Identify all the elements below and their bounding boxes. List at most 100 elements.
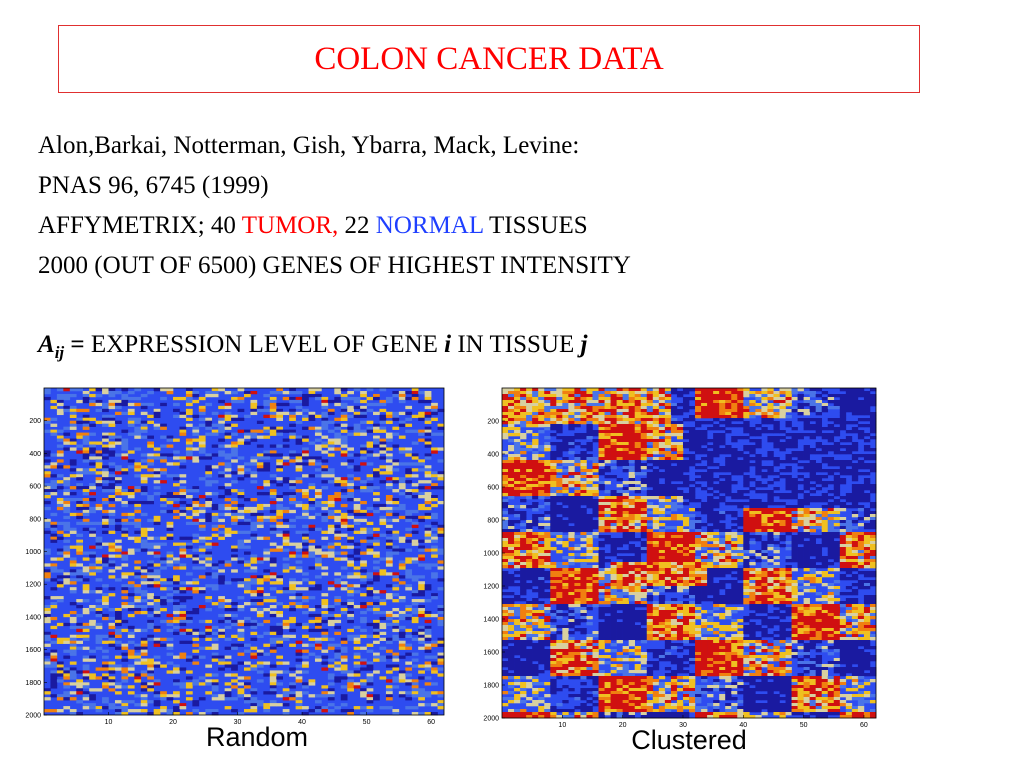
heatmap-cell [379,465,387,469]
heatmap-cell [749,445,756,449]
heatmap-cell [658,487,666,491]
heatmap-cell [114,607,122,612]
heatmap-cell [701,436,708,440]
heatmap-cell [803,478,810,482]
heatmap-cell [153,664,161,668]
heatmap-cell [658,403,666,407]
heatmap-cell [69,697,77,701]
heatmap-cell [755,505,762,509]
heatmap-cell [360,661,367,665]
heatmap-cell [743,508,750,512]
heatmap-cell [568,406,575,410]
heatmap-cell [69,411,77,416]
heatmap-cell [76,503,84,508]
heatmap-cell [185,685,193,689]
eq-i: i [444,331,452,358]
heatmap-cell [373,697,380,701]
heatmap-cell [314,557,322,561]
heatmap-cell [592,391,599,395]
heatmap-cell [398,477,406,481]
heatmap-cell [211,685,219,689]
heatmap-cell [302,456,309,460]
heatmap-cell [140,610,148,615]
heatmap-cell [562,457,569,461]
heatmap-cell [340,414,348,419]
heatmap-cell [89,447,96,451]
heatmap-cell [134,518,142,523]
heatmap-cell [610,415,617,419]
eq-equals: = [64,331,91,358]
heatmap-cell [327,441,335,445]
heatmap-cell [50,536,58,540]
heatmap-cell [250,622,258,627]
heatmap-cell [160,619,167,624]
heatmap-cell [69,682,77,686]
heatmap-cell [373,655,380,659]
heatmap-cell [102,640,109,644]
heatmap-cell [56,396,64,401]
heatmap-cell [604,481,611,485]
heatmap-cell [821,460,829,464]
heatmap-cell [520,388,527,392]
heatmap-cell [308,417,316,421]
heatmap-cell [526,388,533,392]
heatmap-cell [140,628,148,633]
heatmap-cell [532,406,539,410]
heatmap-cell [166,622,174,627]
heatmap-cell [231,509,238,514]
y-tick-label: 1000 [25,549,41,556]
heatmap-cell [134,587,142,591]
heatmap-cell [321,515,329,520]
heatmap-cell [237,578,245,582]
heatmap-cell [185,581,193,585]
heatmap-cell [616,421,623,425]
heatmap-cell [166,497,174,502]
heatmap-cell [147,607,154,612]
heatmap-cell [276,631,284,636]
heatmap-cell [373,560,380,564]
heatmap-cell [550,490,557,494]
heatmap-cell [82,426,90,430]
heatmap-cell [532,481,539,485]
heatmap-cell [218,578,225,582]
heatmap-cell [340,575,348,579]
heatmap-cell [69,569,77,573]
heatmap-cell [821,499,829,503]
heatmap-cell [147,613,154,618]
heatmap-cell [250,590,258,594]
heatmap-cell [308,411,316,416]
heatmap-cell [411,542,419,546]
heatmap-cell [508,460,515,464]
heatmap-cell [127,486,135,490]
heatmap-cell [340,450,348,454]
heatmap-cell [360,447,367,451]
heatmap-cell [114,453,122,457]
heatmap-cell [701,421,708,425]
heatmap-cell [282,712,290,716]
heatmap-cell [411,712,419,716]
heatmap-cell [857,460,865,464]
heatmap-cell [815,394,823,398]
heatmap-cell [785,421,792,425]
heatmap-cell [218,503,225,508]
heatmap-cell [56,661,64,665]
heatmap-cell [198,605,206,609]
heatmap-cell [628,433,636,437]
heatmap-cell [815,400,823,404]
heatmap-cell [707,427,714,431]
heatmap-cell [269,596,277,600]
heatmap-cell [95,667,103,671]
heatmap-cell [398,399,406,404]
heatmap-cell [114,468,122,472]
heatmap-cell [827,445,835,449]
heatmap-cell [289,429,296,433]
heatmap-cell [121,658,129,662]
heatmap-cell [347,634,354,639]
heatmap-cell [102,613,109,618]
heatmap-cell [321,691,329,695]
heatmap-cell [192,700,200,704]
heatmap-cell [568,481,575,485]
heatmap-cell [670,475,678,479]
heatmap-cell [857,418,865,422]
heatmap-cell [134,607,142,612]
